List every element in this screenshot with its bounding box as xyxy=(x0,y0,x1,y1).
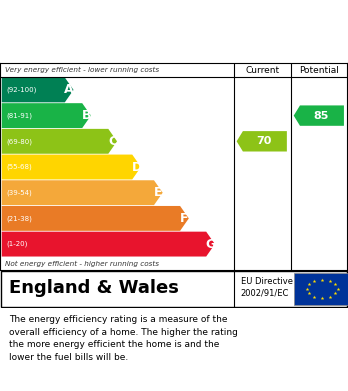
Text: England & Wales: England & Wales xyxy=(9,279,179,297)
Polygon shape xyxy=(2,206,189,231)
Polygon shape xyxy=(2,231,215,256)
Text: Not energy efficient - higher running costs: Not energy efficient - higher running co… xyxy=(5,260,159,267)
Text: (69-80): (69-80) xyxy=(6,138,32,145)
Polygon shape xyxy=(237,131,287,151)
Polygon shape xyxy=(2,180,163,205)
Text: Energy Efficiency Rating: Energy Efficiency Rating xyxy=(9,39,230,54)
Text: Potential: Potential xyxy=(299,66,339,75)
Polygon shape xyxy=(2,154,141,179)
Text: EU Directive
2002/91/EC: EU Directive 2002/91/EC xyxy=(241,277,293,298)
Text: (1-20): (1-20) xyxy=(6,241,27,248)
Text: B: B xyxy=(82,109,91,122)
Text: (92-100): (92-100) xyxy=(6,87,36,93)
Text: C: C xyxy=(108,135,117,148)
Text: D: D xyxy=(132,160,142,174)
Bar xyxy=(294,273,348,305)
Text: Current: Current xyxy=(245,66,279,75)
Text: (21-38): (21-38) xyxy=(6,215,32,222)
Text: Very energy efficient - lower running costs: Very energy efficient - lower running co… xyxy=(5,67,159,73)
Text: (39-54): (39-54) xyxy=(6,190,32,196)
Text: The energy efficiency rating is a measure of the
overall efficiency of a home. T: The energy efficiency rating is a measur… xyxy=(9,315,238,362)
Text: A: A xyxy=(64,83,74,97)
Text: 70: 70 xyxy=(256,136,271,146)
Polygon shape xyxy=(294,106,344,126)
Polygon shape xyxy=(2,77,73,102)
Polygon shape xyxy=(2,129,117,154)
Text: 85: 85 xyxy=(313,111,329,120)
Text: G: G xyxy=(205,238,216,251)
Text: (55-68): (55-68) xyxy=(6,164,32,170)
Text: (81-91): (81-91) xyxy=(6,112,32,119)
Text: E: E xyxy=(154,186,163,199)
Polygon shape xyxy=(2,103,91,128)
Text: F: F xyxy=(180,212,189,225)
